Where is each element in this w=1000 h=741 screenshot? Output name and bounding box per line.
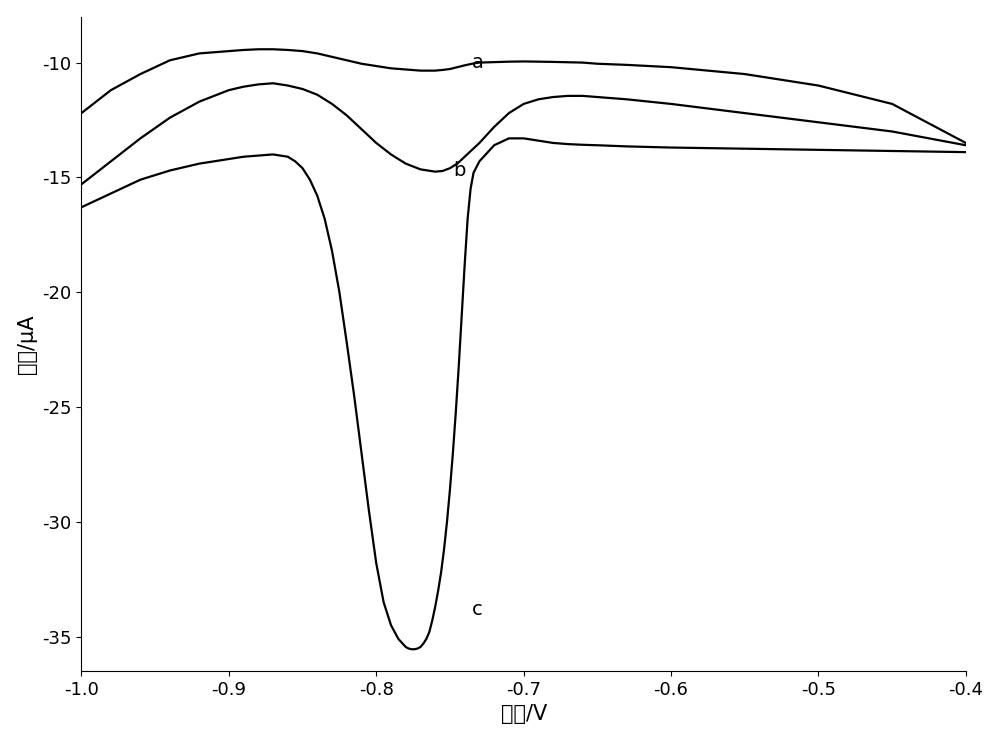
Text: a: a bbox=[472, 53, 484, 72]
Text: b: b bbox=[453, 161, 465, 180]
Y-axis label: 电流/μA: 电流/μA bbox=[17, 314, 37, 373]
X-axis label: 电位/V: 电位/V bbox=[501, 705, 547, 725]
Text: c: c bbox=[472, 599, 483, 619]
